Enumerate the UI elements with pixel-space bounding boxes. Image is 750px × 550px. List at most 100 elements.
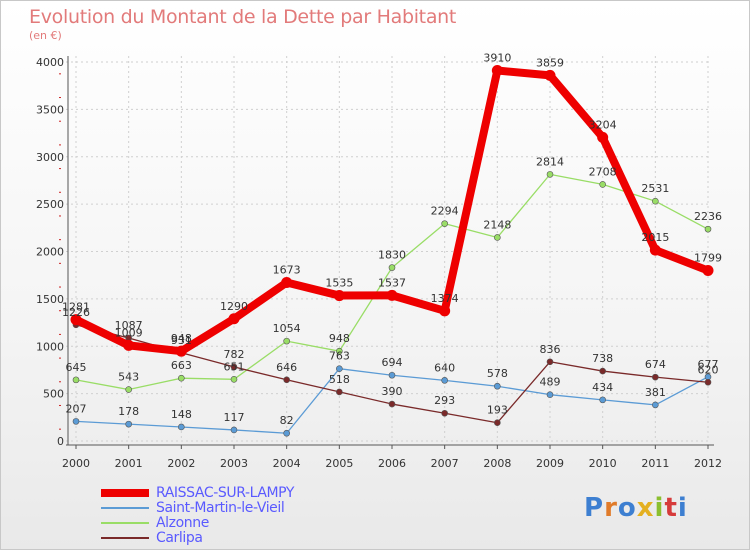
y-tick-label: 3500 (36, 103, 64, 116)
legend-item: Saint-Martin-le-Vieil (101, 500, 361, 516)
data-label: 2015 (641, 231, 669, 244)
data-label: 82 (280, 414, 294, 427)
data-point (336, 365, 343, 373)
legend-swatch (101, 507, 149, 509)
x-tick-label: 2009 (536, 457, 564, 470)
data-label: 640 (434, 361, 455, 374)
data-point (388, 400, 396, 408)
data-label: 117 (224, 411, 245, 424)
legend-item: Alzonne (101, 515, 361, 531)
data-point (439, 305, 451, 317)
data-label: 489 (540, 376, 561, 389)
data-point (649, 244, 661, 256)
data-label: 1673 (273, 263, 301, 276)
data-point (178, 423, 185, 431)
y-tick-label: 3000 (36, 151, 64, 164)
data-label: 2294 (431, 205, 459, 218)
data-point (386, 289, 398, 301)
data-point (228, 313, 240, 325)
data-point (441, 377, 448, 384)
data-label: 1281 (62, 301, 90, 314)
data-point (230, 376, 238, 383)
chart-subtitle: (en €) (29, 29, 62, 42)
data-label: 646 (276, 361, 297, 374)
data-label: 207 (66, 402, 87, 415)
x-tick-label: 2002 (167, 457, 195, 470)
data-label: 1830 (378, 249, 406, 262)
data-label: 543 (118, 371, 139, 384)
data-label: 1087 (115, 319, 143, 332)
x-tick-label: 2005 (325, 457, 353, 470)
legend-swatch (101, 537, 149, 539)
data-point (546, 391, 554, 398)
x-tick-label: 2003 (220, 457, 248, 470)
data-label: 677 (698, 358, 719, 371)
data-label: 2148 (483, 218, 511, 231)
data-point (599, 396, 606, 404)
x-tick-label: 2008 (483, 457, 511, 470)
data-label: 948 (329, 332, 350, 345)
y-tick-label: 4000 (36, 56, 64, 69)
data-label: 836 (540, 343, 561, 356)
x-tick-label: 2006 (378, 457, 406, 470)
x-tick-label: 2011 (641, 457, 669, 470)
data-label: 2531 (641, 182, 669, 195)
legend-swatch (101, 489, 149, 497)
data-point (388, 264, 396, 271)
data-label: 2814 (536, 155, 564, 168)
data-label: 293 (434, 394, 455, 407)
data-point (388, 371, 396, 379)
data-label: 381 (645, 386, 666, 399)
x-tick-label: 2004 (273, 457, 301, 470)
data-label: 2708 (589, 165, 617, 178)
data-point (70, 314, 82, 326)
y-tick-label: 1000 (36, 340, 64, 353)
data-point (441, 220, 448, 227)
legend-label: RAISSAC-SUR-LAMPY (156, 485, 295, 501)
data-label: 3910 (483, 52, 511, 65)
data-point (283, 376, 290, 384)
chart-title: Evolution du Montant de la Dette par Hab… (29, 6, 457, 28)
data-point (546, 171, 554, 178)
data-point (123, 339, 135, 351)
data-point (283, 429, 290, 437)
data-label: 1374 (431, 292, 459, 305)
data-point (230, 426, 238, 434)
data-label: 674 (645, 358, 666, 371)
data-label: 1009 (115, 326, 143, 339)
data-label: 3859 (536, 56, 564, 69)
x-tick-label: 2012 (694, 457, 722, 470)
data-point (491, 65, 503, 77)
legend-item: RAISSAC-SUR-LAMPY (101, 485, 361, 501)
data-label: 1799 (694, 252, 722, 265)
legend-item: Carlipa (101, 530, 361, 546)
data-label: 763 (329, 350, 350, 363)
proxiti-logo: Proxiti (584, 493, 688, 523)
data-point (230, 363, 238, 371)
y-tick-label: 1500 (36, 293, 64, 306)
data-label: 651 (224, 360, 245, 373)
data-point (599, 181, 606, 188)
data-point (544, 69, 556, 81)
data-label: 178 (118, 405, 139, 418)
data-point (178, 374, 185, 382)
data-point (283, 337, 290, 345)
data-point (336, 388, 343, 396)
data-label: 1054 (273, 322, 301, 335)
data-point (652, 373, 659, 381)
data-label: 931 (171, 334, 192, 347)
data-point (72, 418, 80, 425)
data-point (125, 386, 132, 393)
data-label: 2236 (694, 210, 722, 223)
data-label: 645 (66, 361, 87, 374)
data-label: 1226 (62, 306, 90, 319)
data-label: 148 (171, 408, 192, 421)
data-point (494, 419, 501, 427)
data-label: 3204 (589, 118, 617, 131)
data-point (333, 290, 345, 302)
data-label: 738 (592, 352, 613, 365)
data-label: 694 (382, 356, 403, 369)
data-label: 1290 (220, 300, 248, 313)
legend-label: Alzonne (156, 515, 209, 531)
